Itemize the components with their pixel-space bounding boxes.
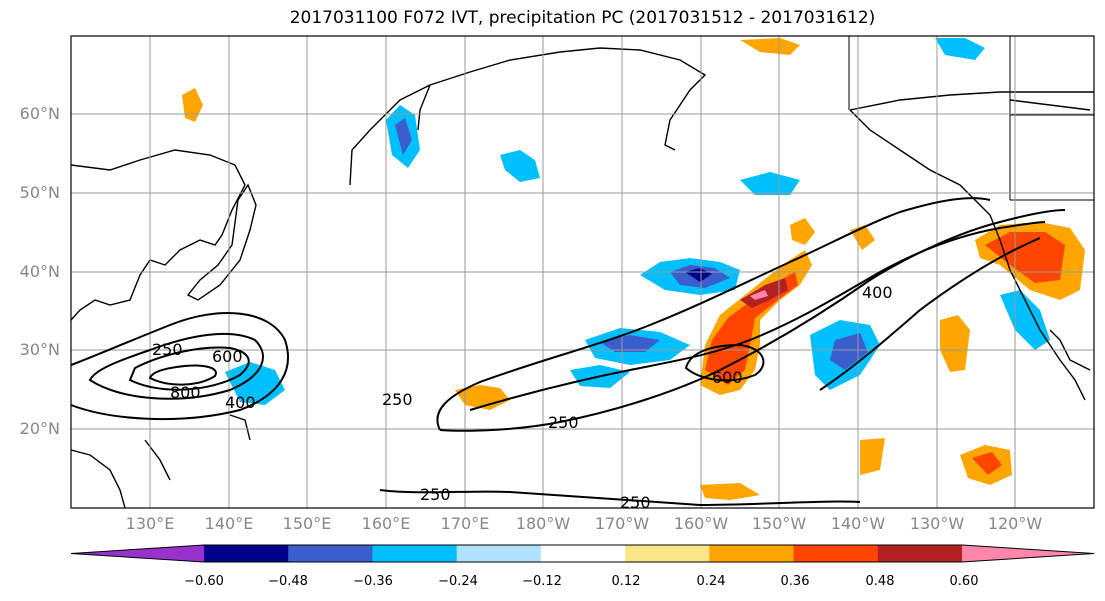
- contour-label-250c: 250: [548, 413, 579, 432]
- lon-label-150w: 150°W: [751, 514, 807, 533]
- colorbar: [70, 544, 1095, 563]
- country-borders: [848, 36, 1094, 201]
- colorbar-segment: [288, 545, 373, 562]
- colorbar-label-6: 0.24: [696, 574, 726, 589]
- colorbar-label-2: −0.36: [353, 574, 393, 589]
- precipitation-shading: [182, 38, 1085, 500]
- map-title: 2017031100 F072 IVT, precipitation PC (2…: [289, 8, 876, 28]
- lat-label-20n: 20°N: [19, 419, 60, 438]
- contour-label-250b: 250: [382, 390, 413, 409]
- colorbar-segment: [540, 545, 626, 562]
- contour-label-400b: 400: [862, 283, 893, 302]
- lon-label-160e: 160°E: [361, 514, 411, 533]
- lon-label-140e: 140°E: [204, 514, 254, 533]
- contour-label-400a: 400: [225, 393, 256, 412]
- lon-label-140w: 140°W: [830, 514, 886, 533]
- colorbar-label-8: 0.48: [865, 574, 895, 589]
- lon-label-180w: 180°W: [515, 514, 571, 533]
- colorbar-segment: [793, 545, 879, 562]
- colorbar-label-4: −0.12: [522, 574, 562, 589]
- colorbar-label-0: −0.60: [184, 574, 224, 589]
- colorbar-segment: [625, 545, 710, 562]
- colorbar-label-5: 0.12: [611, 574, 641, 589]
- colorbar-outline: [70, 544, 1095, 563]
- lon-label-160w: 160°W: [673, 514, 729, 533]
- lon-label-170w: 170°W: [594, 514, 650, 533]
- colorbar-segment: [204, 545, 289, 562]
- lon-label-120w: 120°W: [987, 514, 1043, 533]
- colorbar-extend-high: [962, 545, 1094, 562]
- contour-label-600b: 600: [712, 368, 743, 387]
- contour-label-250e: 250: [620, 493, 651, 512]
- colorbar-segment: [709, 545, 795, 562]
- lat-label-50n: 50°N: [19, 183, 60, 202]
- lat-label-30n: 30°N: [19, 340, 60, 359]
- graticule: [71, 36, 1094, 508]
- lat-label-60n: 60°N: [19, 104, 60, 123]
- lat-label-40n: 40°N: [19, 262, 60, 281]
- colorbar-segment: [372, 545, 458, 562]
- colorbar-label-7: 0.36: [780, 574, 810, 589]
- colorbar-segment: [877, 545, 963, 562]
- colorbar-extend-low: [71, 545, 204, 562]
- colorbar-label-1: −0.48: [268, 574, 308, 589]
- contour-label-250d: 250: [420, 485, 451, 504]
- lon-label-150e: 150°E: [282, 514, 332, 533]
- contour-label-600a: 600: [212, 347, 243, 366]
- colorbar-label-9: 0.60: [949, 574, 979, 589]
- contour-label-800: 800: [170, 383, 201, 402]
- contour-label-250a: 250: [152, 340, 183, 359]
- lon-label-170e: 170°E: [440, 514, 490, 533]
- map-frame: [70, 35, 1095, 509]
- contour-labels: 250 600 800 400 250 250 250 250 600 400: [152, 283, 893, 512]
- ivt-contours: [70, 197, 1066, 507]
- lon-label-130e: 130°E: [125, 514, 175, 533]
- lon-label-130w: 130°W: [909, 514, 965, 533]
- colorbar-segment: [456, 545, 542, 562]
- colorbar-label-3: −0.24: [438, 574, 478, 589]
